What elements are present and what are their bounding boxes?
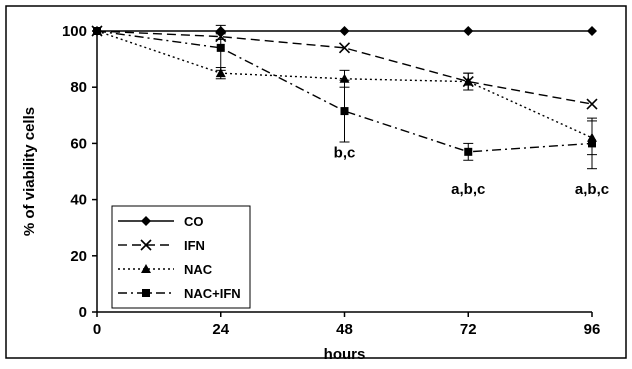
y-tick-label: 0: [79, 304, 87, 321]
data-point: [93, 27, 101, 35]
series-layer: [91, 24, 598, 170]
legend-item: CO: [118, 214, 204, 229]
legend-label: NAC+IFN: [184, 286, 241, 301]
legend-label: CO: [184, 214, 204, 229]
data-point: [339, 26, 350, 36]
x-tick-label: 24: [212, 321, 229, 338]
data-point: [338, 42, 351, 54]
x-tick-label: 48: [336, 321, 353, 338]
data-point: [588, 139, 596, 148]
data-point: [463, 26, 474, 36]
y-tick-label: 20: [70, 248, 87, 265]
data-point: [587, 26, 597, 36]
legend-item: NAC+IFN: [118, 286, 241, 301]
legend-marker: [140, 239, 152, 251]
legend-label: NAC: [184, 262, 213, 277]
legend-marker: [142, 289, 150, 297]
y-tick-label: 40: [70, 192, 87, 209]
legend-item: IFN: [118, 238, 205, 253]
y-tick-label: 100: [62, 23, 87, 40]
y-tick-label: 60: [70, 135, 87, 152]
y-axis-title: % of viability cells: [21, 107, 38, 236]
x-tick-label: 72: [460, 321, 477, 338]
annotation-label: a,b,c: [575, 181, 609, 198]
series-nac-ifn: [93, 24, 597, 170]
data-point: [340, 107, 349, 116]
chart-frame: [5, 5, 627, 359]
annotation-label: a,b,c: [451, 181, 485, 198]
series-line: [96, 30, 593, 153]
data-point: [464, 147, 473, 156]
data-point: [216, 43, 225, 52]
data-point: [215, 68, 226, 78]
legend-marker: [141, 264, 151, 273]
legend-label: IFN: [184, 238, 205, 253]
y-tick-label: 80: [70, 79, 87, 96]
data-point: [463, 76, 474, 86]
legend-item: NAC: [118, 262, 213, 277]
annotation-label: b,c: [334, 144, 356, 161]
axes: 0 20 40 60 80 100 0 24 48 72 96: [62, 23, 600, 338]
x-tick-label: 0: [93, 321, 101, 338]
annotations: b,c a,b,c a,b,c: [334, 144, 609, 198]
legend-box: [111, 205, 251, 309]
legend-marker: [141, 216, 151, 226]
x-axis-title: hours: [324, 346, 366, 363]
data-point: [586, 98, 598, 110]
x-tick-label: 96: [584, 321, 601, 338]
legend: CO IFN NAC NAC+IFN: [111, 205, 251, 309]
